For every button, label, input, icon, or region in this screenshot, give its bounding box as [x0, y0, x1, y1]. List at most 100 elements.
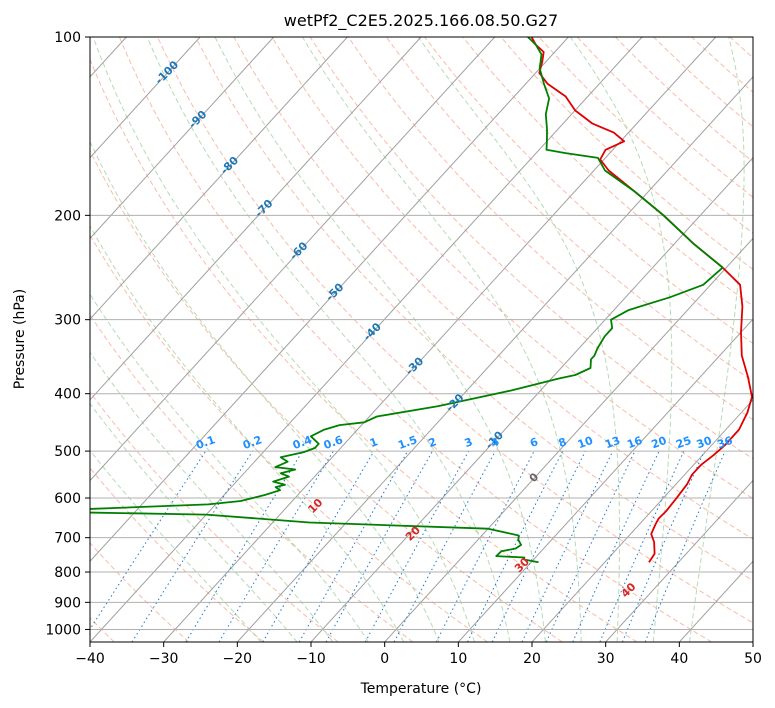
x-tick-label: −30: [149, 651, 179, 667]
mixing-ratio-label: 25: [674, 434, 693, 451]
moist-adiabat: [146, 37, 511, 642]
dry-adiabat: [90, 467, 264, 642]
dewpoint-profile: [90, 37, 724, 564]
chart-title: wetPf2_C2E5.2025.166.08.50.G27: [284, 11, 558, 31]
y-tick-label: 800: [54, 565, 81, 581]
mixing-ratio-label: 10: [576, 434, 595, 452]
mixing-ratio-label: 20: [650, 434, 669, 452]
dry-adiabat: [90, 234, 488, 642]
x-tick-label: 40: [670, 651, 688, 667]
mixing-ratio-label: 0.1: [194, 433, 217, 452]
x-tick-label: 0: [380, 651, 389, 667]
x-tick-label: 30: [597, 651, 615, 667]
moist-adiabat: [90, 351, 334, 642]
mixing-ratio-label: 2: [427, 435, 439, 450]
mixing-ratio-label: 0.2: [241, 433, 264, 452]
x-tick-label: −20: [223, 651, 253, 667]
x-tick-label: −10: [296, 651, 326, 667]
background-lines: [90, 37, 753, 642]
dry-adiabat: [195, 37, 753, 582]
y-tick-label: 400: [54, 387, 81, 403]
mixing-ratio-line: [393, 450, 496, 642]
dry-adiabat: [90, 542, 190, 642]
isotherm: [384, 237, 753, 642]
isotherm: [752, 641, 753, 642]
mixing-ratio-label: 3: [463, 435, 475, 450]
mixing-ratio-line: [599, 450, 685, 642]
moist-adiabat: [90, 293, 369, 642]
isotherm: [90, 37, 569, 563]
mixing-ratio-line: [521, 450, 614, 642]
isotherm: [90, 37, 496, 482]
mixing-ratio-line: [218, 450, 334, 642]
profiles: [90, 37, 753, 564]
plot-frame: [89, 36, 754, 643]
mixing-ratio-label: 16: [625, 434, 644, 452]
y-tick-label: 100: [54, 30, 81, 46]
moist-adiabat: [90, 402, 298, 642]
dry-adiabat: [462, 37, 753, 307]
moist-adiabat: [90, 140, 440, 642]
mixing-ratio-label: 36: [716, 434, 735, 452]
mixing-ratio-line: [131, 450, 254, 642]
x-tick-label: 20: [523, 651, 541, 667]
x-axis-title: Temperature (°C): [360, 681, 482, 697]
dry-adiabat: [691, 37, 753, 93]
dry-adiabat-label: 40: [619, 580, 639, 600]
line-labels: -100-90-80-70-60-50-40-30-20-10010203040…: [153, 58, 735, 600]
dry-adiabat: [576, 37, 753, 198]
y-tick-label: 900: [54, 595, 81, 611]
moist-adiabat: [214, 37, 546, 642]
isotherm: [531, 399, 753, 642]
moist-adiabat: [90, 449, 262, 642]
dry-adiabat: [271, 37, 753, 500]
dry-adiabat: [90, 149, 563, 642]
moist-adiabat: [417, 37, 620, 642]
dry-adiabat: [90, 391, 339, 642]
mixing-ratio-label: 6: [528, 435, 540, 450]
moist-adiabat: [689, 37, 745, 642]
x-axis: −40 −30 −20 −10 0 10 20 30 40 50: [75, 642, 762, 667]
isotherm: [605, 479, 753, 642]
y-tick-label: 300: [54, 313, 81, 329]
isotherm: [90, 37, 201, 159]
dry-adiabat: [423, 37, 753, 345]
mixing-ratio-label: 0.6: [322, 433, 345, 452]
mixing-ratio-line: [621, 450, 705, 642]
moist-adiabat: [569, 37, 673, 642]
y-tick-label: 1000: [45, 622, 81, 638]
temperature-profile: [530, 37, 753, 563]
isotherm: [90, 37, 348, 320]
y-axis-title: Pressure (hPa): [12, 289, 28, 389]
mixing-ratio-label: 0.4: [291, 433, 314, 452]
pressure-gridlines: [90, 37, 753, 630]
y-axis: 100 200 300 400 500 600 700 800 900 1000: [45, 30, 90, 638]
isotherm: [90, 37, 275, 240]
dry-adiabat: [729, 37, 753, 59]
y-tick-label: 600: [54, 491, 81, 507]
dry-adiabat: [118, 37, 712, 642]
isotherm: [310, 156, 753, 642]
mixing-ratio-label: 30: [695, 434, 714, 452]
moist-adiabat: [90, 225, 405, 642]
mixing-ratio-label: 1: [368, 435, 380, 450]
mixing-ratio-label: 4: [489, 435, 501, 450]
x-tick-label: 10: [449, 651, 467, 667]
mixing-ratio-line: [644, 450, 726, 642]
isotherm: [90, 37, 643, 642]
x-tick-label: −40: [75, 651, 105, 667]
mixing-ratio-line: [491, 450, 586, 642]
y-tick-label: 700: [54, 531, 81, 547]
dry-adiabat: [385, 37, 753, 382]
mixing-ratio-label: 1.5: [396, 433, 419, 452]
isotherm: [236, 76, 753, 642]
mixing-ratio-line: [572, 450, 660, 642]
y-tick-label: 200: [54, 208, 81, 224]
dry-adiabat: [347, 37, 753, 421]
y-tick-label: 500: [54, 444, 81, 460]
mixing-ratio-line: [90, 450, 207, 631]
isotherm: [90, 37, 422, 401]
mixing-ratio-label: 13: [603, 434, 622, 451]
dry-adiabat: [156, 37, 753, 624]
